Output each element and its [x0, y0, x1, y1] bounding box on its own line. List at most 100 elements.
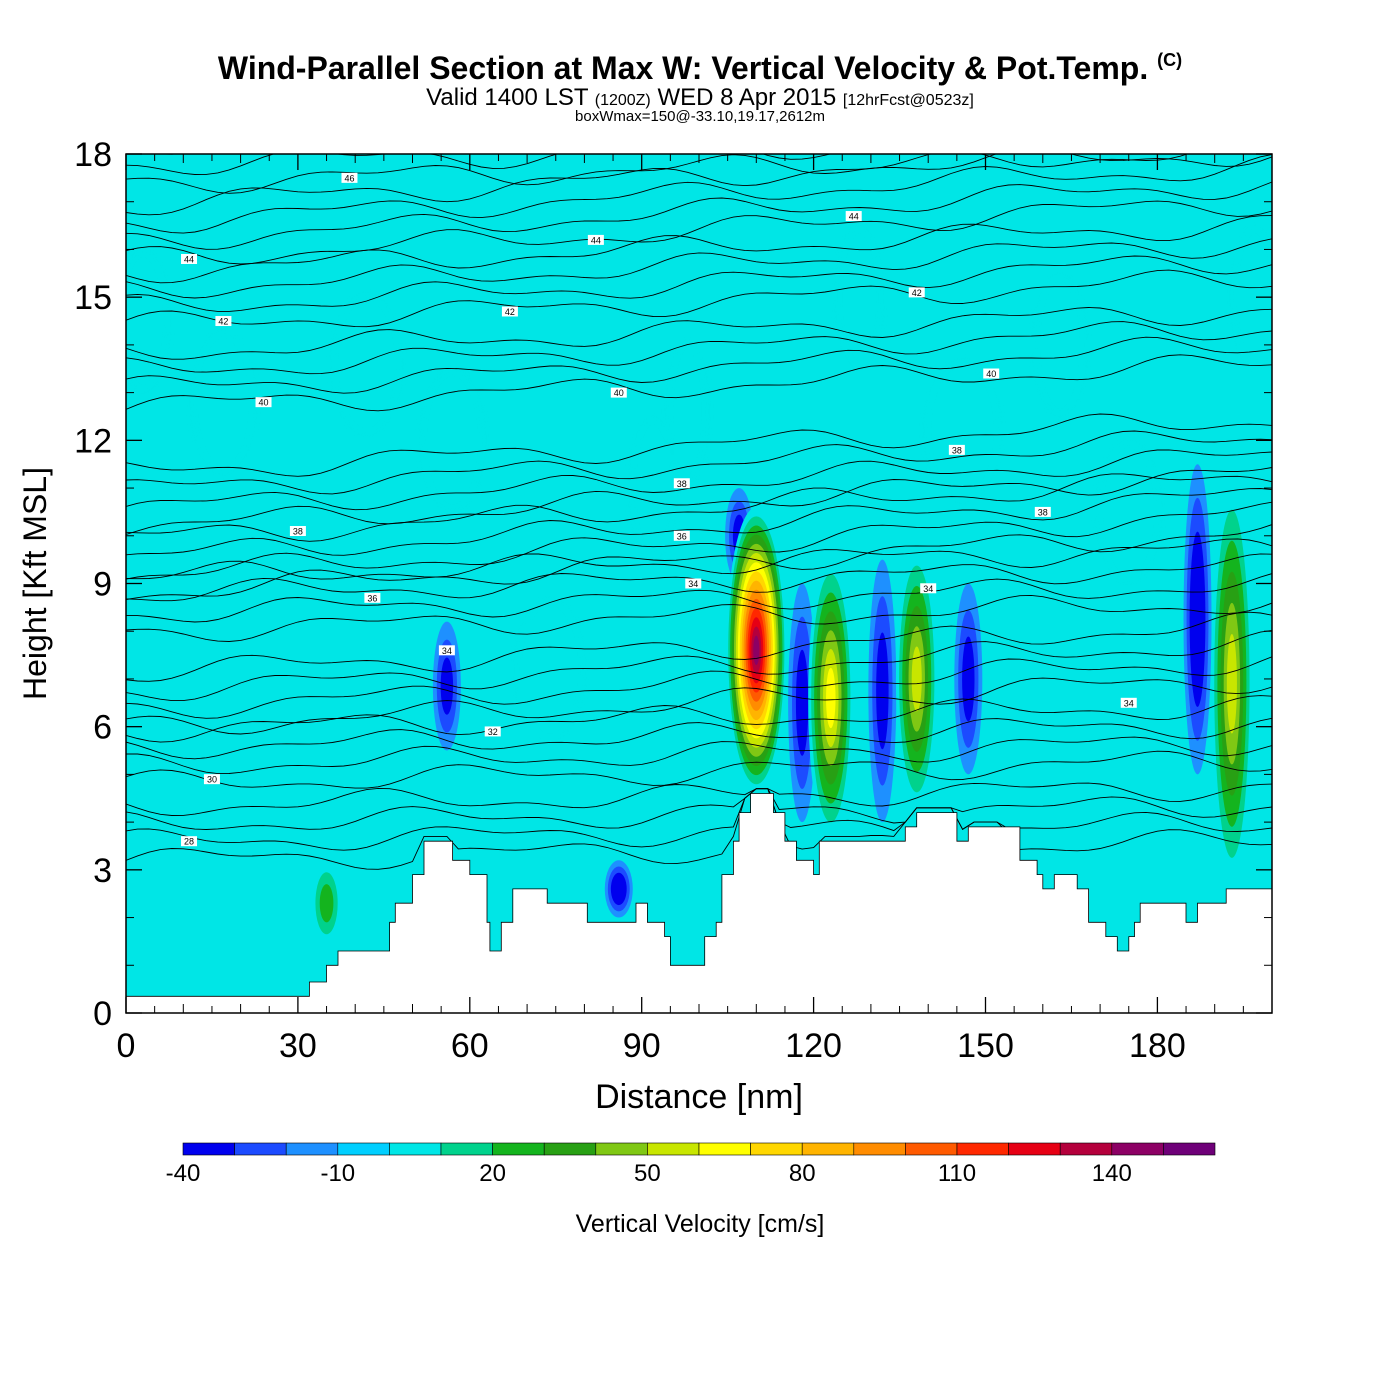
weak-updraft-layer: [126, 227, 1272, 740]
theta-label: 30: [207, 775, 217, 785]
y-tick-label: 6: [93, 709, 112, 747]
colorbar-swatch: [750, 1142, 803, 1156]
theta-contour-line: [126, 717, 1272, 760]
updraft-contour: [319, 884, 334, 923]
theta-contour-line: [126, 736, 1272, 775]
theta-contour-line: [156, 154, 182, 155]
theta-label: 42: [912, 288, 922, 298]
y-tick-label: 9: [93, 566, 112, 604]
theta-label: 38: [952, 445, 962, 455]
colorbar-tick-label: -10: [320, 1160, 355, 1187]
x-tick-label: 150: [957, 1027, 1014, 1065]
theta-label: 40: [986, 369, 996, 379]
weak-updraft-band: [925, 360, 1000, 501]
colorbar-swatch: [182, 1142, 235, 1156]
colorbar-tick-label: 140: [1092, 1160, 1132, 1187]
theta-label: 34: [688, 579, 698, 589]
theta-label: 38: [1038, 507, 1048, 517]
downdraft-contour: [795, 649, 809, 756]
colorbar-tick-label: 80: [789, 1160, 816, 1187]
theta-label: 40: [614, 388, 624, 398]
weak-updraft-band: [126, 251, 169, 392]
colorbar-swatch: [1163, 1142, 1216, 1156]
theta-label-bg: [587, 234, 604, 245]
colorbar-swatch: [543, 1142, 597, 1156]
theta-contour-line: [126, 269, 1272, 328]
colorbar-swatch: [905, 1142, 958, 1156]
theta-contour-line: [126, 413, 1272, 477]
theta-contour-line: [126, 321, 1272, 375]
theta-label-bg: [255, 397, 272, 408]
colorbar-swatch: [1059, 1142, 1113, 1156]
theta-contour-line: [126, 573, 1272, 623]
theta-contour-line: [126, 255, 1272, 312]
theta-label-bg: [1120, 697, 1137, 708]
y-tick-label: 3: [93, 852, 112, 890]
theta-label: 32: [488, 727, 498, 737]
x-tick-label: 90: [623, 1027, 661, 1065]
downdraft-contour: [440, 657, 454, 715]
colorbar-swatch: [440, 1142, 493, 1156]
theta-label: 44: [591, 235, 601, 245]
updraft-contour: [753, 635, 760, 665]
theta-contour-line: [126, 336, 1272, 394]
theta-contour-line: [126, 488, 1272, 556]
x-tick-label: 0: [117, 1027, 136, 1065]
chart-subtitle: Valid 1400 LST (1200Z) WED 8 Apr 2015 [1…: [426, 84, 974, 111]
colorbar-swatch: [234, 1142, 287, 1156]
theta-contour-line: [126, 473, 1272, 542]
theta-contour-line: [126, 611, 1272, 682]
theta-label-bg: [181, 253, 198, 264]
x-tick-label: 180: [1129, 1027, 1186, 1065]
theta-label-bg: [501, 306, 518, 317]
w-cores: [311, 464, 1253, 947]
theta-contour-line: [126, 449, 1272, 511]
theta-contour-line: [126, 538, 1272, 580]
weak-updraft-band: [421, 370, 484, 511]
colorbar-swatch: [647, 1142, 700, 1156]
theta-label: 44: [184, 254, 194, 264]
y-tick-label: 18: [74, 136, 112, 174]
weak-updraft-band: [1097, 441, 1160, 582]
downdraft-contour: [962, 636, 975, 722]
theta-label: 46: [344, 173, 354, 183]
weak-updraft-band: [192, 332, 255, 473]
theta-contour-line: [126, 154, 1272, 234]
x-tick-label: 30: [279, 1027, 317, 1065]
theta-contour-line: [126, 501, 1272, 580]
theta-contour-line: [126, 788, 1272, 830]
theta-contour-line: [126, 524, 1272, 600]
theta-label-bg: [908, 287, 925, 298]
theta-label-bg: [920, 583, 937, 594]
x-tick-label: 60: [451, 1027, 489, 1065]
theta-label-bg: [203, 774, 220, 785]
y-axis-label: Height [Kft MSL]: [17, 467, 53, 700]
weak-updraft-band: [1034, 274, 1086, 415]
colorbar-swatch: [853, 1142, 906, 1156]
x-axis-label: Distance [nm]: [595, 1078, 803, 1116]
theta-contour-line: [126, 467, 1272, 535]
theta-label: 44: [849, 212, 859, 222]
theta-contour-line: [126, 629, 1272, 702]
updraft-contour: [514, 650, 540, 889]
theta-contour-line: [126, 782, 1272, 816]
chart-box-info: boxWmax=150@-33.10,19.17,2612m: [575, 108, 825, 125]
theta-label-bg: [289, 526, 306, 537]
theta-label: 28: [184, 837, 194, 847]
theta-label-bg: [364, 592, 381, 603]
theta-contour-line: [126, 594, 1272, 642]
theta-label-bg: [341, 172, 358, 183]
updraft-contour: [1226, 633, 1237, 734]
colorbar-swatch: [492, 1142, 545, 1156]
colorbar-swatch: [1008, 1142, 1061, 1156]
colorbar-tick-label: -40: [166, 1160, 201, 1187]
colorbar-tick-label: 50: [634, 1160, 661, 1187]
theta-contour-line: [126, 89, 1272, 133]
theta-contour-line: [126, 354, 1272, 412]
theta-label-bg: [983, 368, 1000, 379]
copyright-mark: (C): [1157, 50, 1183, 70]
theta-label: 42: [218, 317, 228, 327]
theta-contour-line: [126, 215, 1272, 284]
downdraft-contour: [1192, 565, 1203, 674]
